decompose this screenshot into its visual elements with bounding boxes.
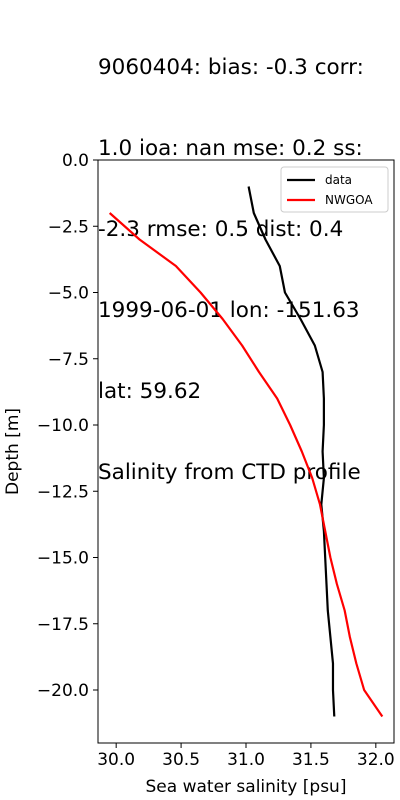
y-tick-label: −15.0 xyxy=(37,549,89,569)
title-line-1: 9060404: bias: -0.3 corr: xyxy=(98,55,364,80)
series-line-nwgoa xyxy=(108,212,384,718)
legend-label-nwgoa: NWGOA xyxy=(325,193,373,207)
y-tick-label: 0.0 xyxy=(62,151,89,171)
y-tick-label: −10.0 xyxy=(37,416,89,436)
x-tick-label: 30.0 xyxy=(97,750,135,770)
title-line-2: 1.0 ioa: nan mse: 0.2 ss: xyxy=(98,136,363,161)
y-tick-label: −17.5 xyxy=(37,615,89,635)
series-line-data xyxy=(247,186,336,717)
legend: data NWGOA xyxy=(280,166,389,213)
title-line-5: lat: 59.62 xyxy=(98,379,202,404)
y-axis-label: Depth [m] xyxy=(3,408,23,495)
title-line-6: Salinity from CTD profile xyxy=(98,460,361,485)
legend-label-data: data xyxy=(325,173,352,187)
y-tick-label: −7.5 xyxy=(48,350,89,370)
chart-title: 9060404: bias: -0.3 corr: 1.0 ioa: nan m… xyxy=(98,0,398,513)
title-line-4: 1999-06-01 lon: -151.63 xyxy=(98,298,360,323)
y-tick-label: −20.0 xyxy=(37,681,89,701)
plot-frame xyxy=(97,159,395,744)
x-axis-label: Sea water salinity [psu] xyxy=(146,777,347,797)
y-tick-label: −2.5 xyxy=(48,217,89,237)
x-tick-label: 30.5 xyxy=(162,750,200,770)
x-tick-label: 31.0 xyxy=(227,750,265,770)
x-tick-label: 31.5 xyxy=(292,750,330,770)
x-tick-label: 32.0 xyxy=(357,750,395,770)
axes-layer: 30.0 30.5 31.0 31.5 32.0 0.0 −2.5 −5.0 −7.5 −10.0… xyxy=(3,151,395,797)
y-tick-label: −12.5 xyxy=(37,482,89,502)
series-layer xyxy=(108,186,384,718)
y-tick-label: −5.0 xyxy=(48,284,89,304)
